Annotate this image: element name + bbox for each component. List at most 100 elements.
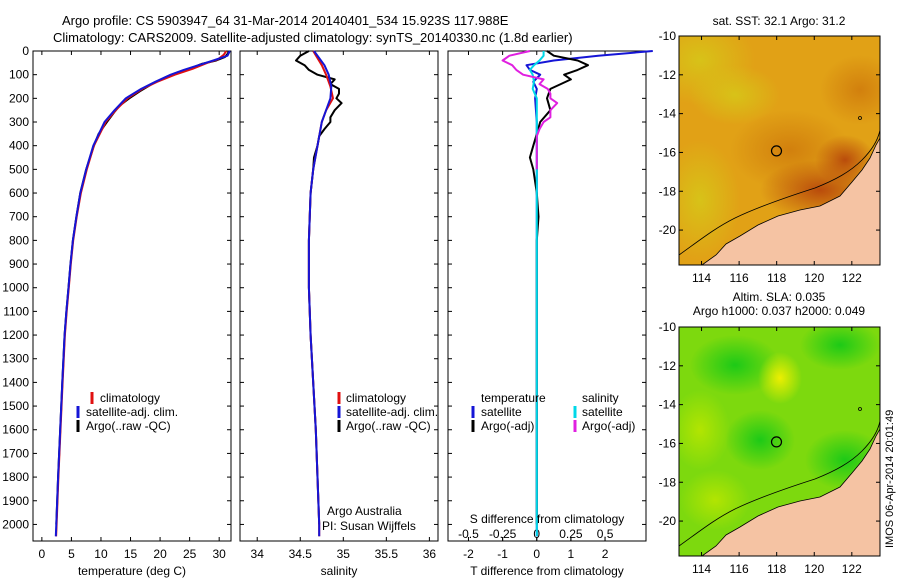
depth-tick-label: 400 bbox=[9, 139, 29, 153]
difference-legend-s-satellite-label: satellite bbox=[582, 405, 623, 419]
depth-tick-label: 1800 bbox=[2, 470, 29, 484]
sla-map-axes: 114 116 118 120 122 -10 -12 -14 -16 -18 -20 bbox=[659, 320, 880, 576]
temperature-x-tick-label: 5 bbox=[68, 547, 75, 561]
depth-tick-label: 1300 bbox=[2, 352, 29, 366]
imos-timestamp: IMOS 06-Apr-2014 20:01:49 bbox=[884, 410, 896, 548]
depth-tick-label: 600 bbox=[9, 186, 29, 200]
map-lon-tick-label: 122 bbox=[842, 562, 862, 576]
sla-mid-patch-w bbox=[679, 390, 730, 470]
map-lat-tick-label: -16 bbox=[659, 145, 677, 159]
temperature-legend-argo-label: Argo(..raw -QC) bbox=[86, 419, 171, 433]
temperature-legend: climatology satellite-adj. clim. Argo(..… bbox=[76, 391, 178, 433]
sla-map-frame bbox=[678, 326, 881, 557]
salinity-x-tick-label: 34 bbox=[251, 547, 265, 561]
map-lat-tick-label: -20 bbox=[659, 223, 677, 237]
sst-map-title: sat. SST: 32.1 Argo: 31.2 bbox=[713, 14, 846, 28]
depth-tick-label: 300 bbox=[9, 115, 29, 129]
depth-tick-label: 1100 bbox=[3, 304, 29, 318]
difference-legend-t-satellite-label: satellite bbox=[481, 405, 522, 419]
salinity-x-tick-label: 35 bbox=[337, 547, 351, 561]
depth-tick-label: 1400 bbox=[2, 375, 29, 389]
sla-depth-contour bbox=[679, 420, 880, 547]
map-lon-tick-label: 122 bbox=[842, 271, 862, 285]
depth-tick-label: 800 bbox=[9, 233, 29, 247]
temperature-x-tick-label: 10 bbox=[94, 547, 108, 561]
temperature-legend-satellite-label: satellite-adj. clim. bbox=[86, 405, 178, 419]
sla-low-patch-ne bbox=[800, 327, 880, 370]
depth-tick-label: 1200 bbox=[2, 328, 29, 342]
difference-line-sat_salinity bbox=[528, 51, 545, 537]
depth-tick-label: 500 bbox=[9, 162, 29, 176]
difference-s-label: S difference from climatology bbox=[470, 512, 625, 526]
temperature-panel-frame bbox=[32, 50, 232, 542]
header-line-2: Climatology: CARS2009. Satellite-adjuste… bbox=[53, 30, 573, 45]
depth-tick-label: 1600 bbox=[2, 423, 29, 437]
salinity-annotation-line-2: PI: Susan Wijffels bbox=[322, 519, 416, 533]
map-lat-tick-label: -18 bbox=[659, 475, 677, 489]
sla-map-title-line-2: Argo h1000: 0.037 h2000: 0.049 bbox=[693, 304, 865, 318]
sla-land-mask bbox=[701, 428, 880, 556]
temperature-x-axis: 0 5 10 15 20 25 30 bbox=[39, 51, 226, 561]
map-lat-tick-label: -10 bbox=[659, 320, 677, 334]
temperature-x-tick-label: 0 bbox=[39, 547, 46, 561]
salinity-line-satellite bbox=[307, 50, 333, 537]
map-lon-tick-label: 116 bbox=[730, 271, 749, 285]
depth-tick-label: 100 bbox=[9, 68, 29, 82]
difference-t-tick-label: -1 bbox=[497, 547, 508, 561]
difference-legend-temperature-title: temperature bbox=[481, 391, 546, 405]
sla-map-field bbox=[679, 327, 880, 556]
sst-depth-contour bbox=[679, 129, 880, 256]
sla-low-patch-c bbox=[725, 410, 795, 470]
difference-line-argo bbox=[528, 50, 589, 525]
map-lat-tick-label: -16 bbox=[659, 436, 677, 450]
difference-s-axis: -0.5 -0.25 0 0.25 0.5 bbox=[458, 527, 614, 541]
sla-map-title-line-1: Altim. SLA: 0.035 bbox=[733, 290, 826, 304]
salinity-annotation-line-1: Argo Australia bbox=[327, 504, 402, 518]
map-lon-tick-label: 114 bbox=[692, 562, 711, 576]
map-lon-tick-label: 118 bbox=[767, 271, 786, 285]
map-lat-tick-label: -18 bbox=[659, 184, 677, 198]
difference-line-argo_salinity bbox=[501, 50, 559, 170]
depth-tick-label: 1500 bbox=[2, 399, 29, 413]
salinity-x-label: salinity bbox=[321, 564, 358, 578]
difference-t-tick-label: 0 bbox=[533, 547, 540, 561]
difference-panel-frame bbox=[447, 50, 647, 542]
salinity-line-argo bbox=[295, 50, 343, 525]
depth-tick-label: 0 bbox=[22, 44, 29, 58]
salinity-x-tick-label: 35.5 bbox=[375, 547, 399, 561]
difference-legend-salinity-title: salinity bbox=[582, 391, 619, 405]
sst-cool-patch-n bbox=[690, 65, 780, 125]
sla-high-patch bbox=[758, 352, 802, 404]
temperature-x-label: temperature (deg C) bbox=[78, 564, 186, 578]
map-lat-tick-label: -20 bbox=[659, 514, 677, 528]
sla-low-patch-n bbox=[690, 335, 780, 395]
depth-tick-label: 200 bbox=[9, 91, 29, 105]
salinity-panel-frame bbox=[239, 50, 439, 542]
header-line-1: Argo profile: CS 5903947_64 31-Mar-2014 … bbox=[62, 13, 509, 28]
depth-tick-label: 900 bbox=[9, 257, 29, 271]
depth-axis: 0 100 200 300 400 500 600 700 800 900 1000 1100 1200… bbox=[2, 44, 646, 531]
depth-tick-label: 1900 bbox=[2, 494, 29, 508]
difference-s-tick-label: -0.25 bbox=[489, 527, 517, 541]
difference-s-tick-label: 0.25 bbox=[559, 527, 583, 541]
sst-map-field bbox=[679, 36, 880, 265]
sst-map-axes: 114 116 118 120 122 -10 -12 -14 -16 -18 -20 bbox=[659, 29, 880, 285]
depth-tick-label: 1700 bbox=[2, 446, 29, 460]
map-lat-tick-label: -12 bbox=[659, 359, 677, 373]
salinity-legend-argo-label: Argo(..raw -QC) bbox=[346, 419, 431, 433]
salinity-x-tick-label: 34.5 bbox=[289, 547, 313, 561]
salinity-x-tick-label: 36 bbox=[423, 547, 437, 561]
difference-line-satellite bbox=[525, 50, 653, 537]
temperature-x-tick-label: 20 bbox=[153, 547, 167, 561]
map-lon-tick-label: 120 bbox=[804, 271, 824, 285]
map-lon-tick-label: 114 bbox=[692, 271, 711, 285]
map-lon-tick-label: 120 bbox=[804, 562, 824, 576]
temperature-x-tick-label: 25 bbox=[183, 547, 197, 561]
sst-land-mask bbox=[701, 137, 880, 265]
difference-t-tick-label: 2 bbox=[602, 547, 609, 561]
map-lat-tick-label: -14 bbox=[659, 107, 677, 121]
difference-legend-t-argo-label: Argo(-adj) bbox=[481, 419, 534, 433]
depth-tick-label: 1000 bbox=[2, 281, 29, 295]
